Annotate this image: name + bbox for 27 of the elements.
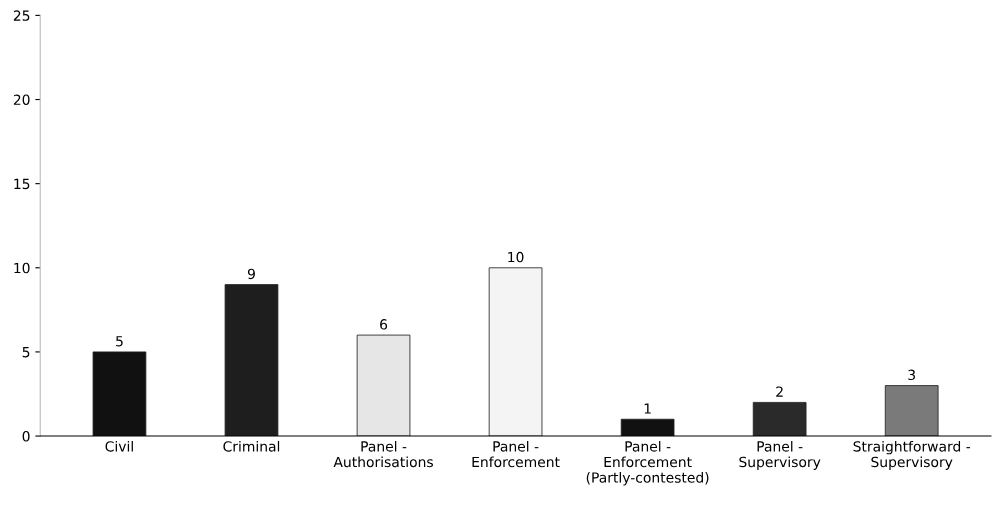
x-tick-label: Criminal — [223, 440, 280, 452]
x-tick-label: Straightforward - Supervisory — [853, 440, 971, 470]
y-tick-label: 20 — [13, 94, 30, 105]
bar — [356, 334, 411, 437]
y-tick-label: 15 — [14, 178, 30, 190]
data-label: 10 — [508, 251, 524, 263]
y-tick-label: 0 — [22, 431, 30, 442]
x-tick-label: Panel - Enforcement (Partly-contested) — [586, 440, 709, 486]
bar — [620, 418, 675, 437]
x-tick-label: Panel - Authorisations — [333, 440, 433, 468]
y-tick-label: 10 — [14, 262, 30, 274]
data-label: 6 — [380, 319, 388, 330]
bar — [92, 351, 147, 437]
bar — [488, 267, 543, 437]
data-label: 2 — [776, 386, 783, 397]
x-tick-label: Panel - Supervisory — [739, 440, 821, 470]
data-label: 5 — [116, 336, 123, 347]
y-tick-label: 25 — [13, 10, 30, 21]
data-label: 9 — [247, 268, 255, 280]
bar — [752, 401, 807, 437]
data-label: 3 — [908, 369, 915, 381]
bar — [224, 284, 279, 437]
x-tick-label: Civil — [105, 440, 133, 452]
y-tick-label: 5 — [22, 347, 30, 358]
data-label: 1 — [644, 403, 651, 414]
bar — [884, 385, 939, 437]
x-tick-label: Panel - Enforcement — [472, 440, 560, 468]
